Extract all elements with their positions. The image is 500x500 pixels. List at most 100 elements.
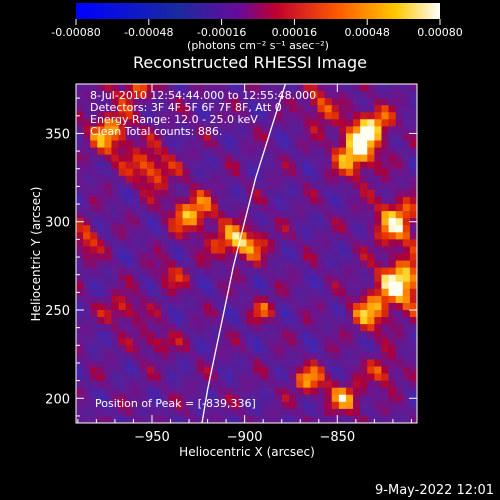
heatmap-cell [196,288,205,297]
heatmap-cell [282,274,290,283]
heatmap-cell [182,232,191,240]
heatmap-cell [239,175,248,184]
heatmap-cell [161,84,169,92]
heatmap-cell [381,394,390,403]
heatmap-cell [189,324,198,332]
heatmap-cell [409,84,417,92]
heatmap-cell [168,415,177,423]
heatmap-cell [111,112,120,120]
heatmap-cell [225,324,233,332]
heatmap-cell [409,331,417,339]
heatmap-cell [196,415,205,423]
heatmap-cell [210,373,219,382]
heatmap-cell [118,310,127,318]
heatmap-cell [381,239,390,248]
heatmap-cell [402,401,411,410]
heatmap-cell [374,394,383,403]
heatmap-cell [310,387,319,396]
heatmap-cell [395,394,404,403]
heatmap-cell [395,338,404,346]
heatmap-cell [104,408,113,417]
heatmap-cell [196,359,205,368]
heatmap-cell [139,232,148,240]
heatmap-cell [353,387,361,396]
heatmap-cell [260,197,269,205]
heatmap-cell [232,331,240,339]
heatmap-cell [253,140,262,149]
heatmap-cell [338,147,347,156]
heatmap-cell [76,380,84,389]
heatmap-cell [303,338,312,346]
heatmap-cell [147,415,155,423]
heatmap-cell [289,140,297,149]
heatmap-cell [147,126,155,135]
heatmap-cell [104,91,113,99]
heatmap-cell [90,317,98,325]
heatmap-cell [147,260,155,269]
heatmap-cell [296,154,304,163]
heatmap-cell [139,331,148,339]
heatmap-cell [395,161,404,170]
heatmap-cell [83,239,91,248]
heatmap-cell [83,246,91,255]
heatmap-cell [104,387,113,396]
heatmap-cell [132,253,141,262]
heatmap-cell [303,105,312,113]
heatmap-cell [147,133,155,142]
heatmap-cell [97,133,106,142]
heatmap-cell [147,239,155,248]
heatmap-cell [210,211,219,219]
heatmap-cell [331,154,340,163]
heatmap-cell [225,338,233,346]
heatmap-cell [253,239,262,248]
heatmap-cell [147,211,155,219]
heatmap-cell [374,119,383,127]
heatmap-cell [324,84,333,92]
heatmap-cell [225,239,233,248]
heatmap-cell [182,352,191,361]
heatmap-cell [317,182,326,191]
heatmap-cell [317,189,326,198]
heatmap-cell [345,119,354,127]
heatmap-cell [360,387,368,396]
heatmap-cell [76,338,84,346]
heatmap-cell [132,218,141,226]
heatmap-cell [274,140,283,149]
heatmap-cell [139,317,148,325]
heatmap-cell [90,310,98,318]
heatmap-cell [338,133,347,142]
heatmap-cell [282,288,290,297]
heatmap-cell [232,345,240,353]
heatmap-cell [225,401,233,410]
heatmap-cell [267,260,276,269]
heatmap-cell [338,352,347,361]
heatmap-cell [90,126,98,135]
heatmap-cell [239,197,248,205]
heatmap-cell [282,317,290,325]
heatmap-cell [367,338,375,346]
heatmap-cell [161,324,169,332]
heatmap-cell [239,408,248,417]
heatmap-cell [225,408,233,417]
heatmap-cell [303,154,312,163]
heatmap-cell [395,211,404,219]
heatmap-cell [147,338,155,346]
heatmap-cell [267,415,276,423]
heatmap-cell [225,182,233,191]
heatmap-cell [139,387,148,396]
heatmap-cell [274,91,283,99]
heatmap-cell [118,147,127,156]
heatmap-cell [203,394,212,403]
heatmap-cell [139,211,148,219]
heatmap-cell [310,274,319,283]
heatmap-cell [331,387,340,396]
heatmap-cell [218,126,226,135]
heatmap-cell [289,281,297,290]
heatmap-cell [345,161,354,170]
heatmap-cell [218,84,226,92]
heatmap-cell [147,218,155,226]
heatmap-cell [289,119,297,127]
heatmap-cell [125,225,134,233]
heatmap-cell [175,182,184,191]
heatmap-cell [175,387,184,396]
